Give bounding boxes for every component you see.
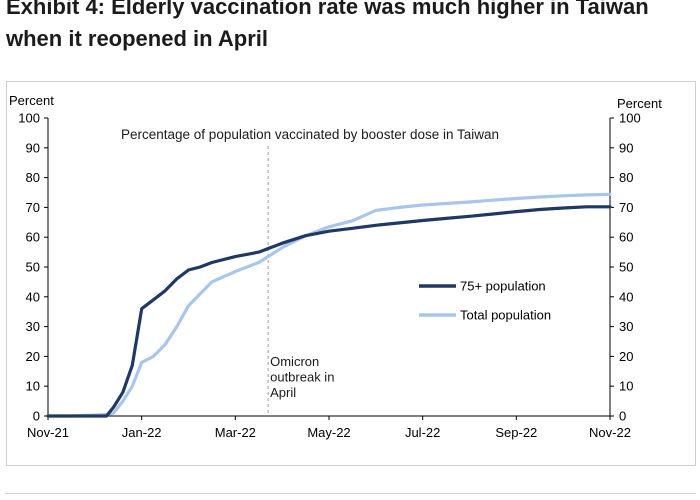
y-tick-label-right: 30 bbox=[619, 319, 633, 334]
title-line-1: Exhibit 4: Elderly vaccination rate was … bbox=[6, 0, 649, 19]
left-axis-label: Percent bbox=[9, 93, 54, 108]
y-tick-label-right: 10 bbox=[619, 379, 633, 394]
annotation-line: April bbox=[270, 385, 296, 400]
bottom-divider bbox=[6, 493, 696, 494]
y-tick-label-left: 100 bbox=[18, 111, 40, 126]
y-tick-label-right: 70 bbox=[619, 200, 633, 215]
y-tick-label-right: 50 bbox=[619, 260, 633, 275]
y-tick-label-right: 0 bbox=[619, 409, 626, 424]
y-tick-label-left: 60 bbox=[26, 230, 40, 245]
legend-label: 75+ population bbox=[460, 279, 546, 294]
y-tick-label-right: 60 bbox=[619, 230, 633, 245]
x-tick-label: Sep-22 bbox=[495, 425, 537, 440]
chart-title: Exhibit 4: Elderly vaccination rate was … bbox=[6, 0, 696, 55]
series-line-75plus bbox=[46, 205, 612, 418]
y-tick-label-right: 80 bbox=[619, 170, 633, 185]
y-tick-label-right: 20 bbox=[619, 349, 633, 364]
legend-label: Total population bbox=[460, 308, 551, 323]
annotation-line: Omicron bbox=[270, 354, 319, 369]
annotation-line: outbreak in bbox=[270, 370, 334, 385]
subtitle: Percentage of population vaccinated by b… bbox=[121, 127, 499, 142]
chart-frame bbox=[6, 81, 696, 466]
y-tick-label-left: 40 bbox=[26, 289, 40, 304]
y-tick-label-left: 80 bbox=[26, 170, 40, 185]
x-tick-label: Nov-21 bbox=[27, 425, 69, 440]
y-tick-label-right: 40 bbox=[619, 289, 633, 304]
right-axis-label: Percent bbox=[617, 96, 662, 111]
x-tick-label: May-22 bbox=[307, 425, 350, 440]
x-tick-label: Jul-22 bbox=[405, 425, 440, 440]
y-tick-label-left: 50 bbox=[26, 260, 40, 275]
y-tick-label-right: 90 bbox=[619, 140, 633, 155]
x-tick-label: Jan-22 bbox=[122, 425, 162, 440]
y-tick-label-left: 20 bbox=[26, 349, 40, 364]
title-line-2: when it reopened in April bbox=[6, 26, 268, 51]
x-tick-label: Mar-22 bbox=[215, 425, 256, 440]
x-tick-label: Nov-22 bbox=[589, 425, 631, 440]
y-tick-label-left: 30 bbox=[26, 319, 40, 334]
y-tick-label-left: 0 bbox=[33, 409, 40, 424]
y-tick-label-left: 90 bbox=[26, 140, 40, 155]
y-tick-label-left: 10 bbox=[26, 379, 40, 394]
chart-marks: 0 0 10 10 20 20 30 30 40 40 50 50 60 60 70 70 80 80 90 90 10… bbox=[18, 111, 640, 441]
y-tick-label-left: 70 bbox=[26, 200, 40, 215]
series-line-total bbox=[46, 192, 612, 418]
y-tick-label-right: 100 bbox=[619, 111, 641, 126]
